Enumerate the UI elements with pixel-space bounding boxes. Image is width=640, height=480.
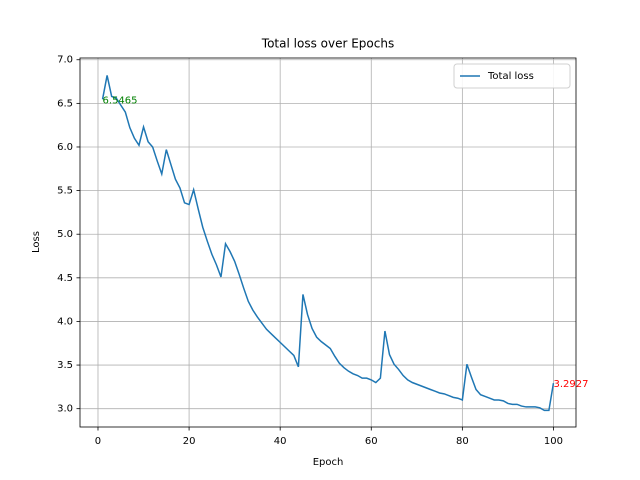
y-axis-label: Loss [31, 231, 42, 253]
x-tick-label: 80 [456, 436, 469, 447]
y-tick-label: 7.0 [57, 55, 73, 66]
line-series [101, 75, 555, 412]
y-tick-label: 4.0 [57, 316, 73, 327]
legend-box [453, 63, 571, 89]
x-tick-label: 40 [274, 436, 287, 447]
x-tick-label: 60 [365, 436, 378, 447]
y-tick-label: 3.5 [57, 360, 73, 371]
y-tick-label: 5.0 [57, 229, 73, 240]
x-tick-label: 20 [183, 436, 196, 447]
y-tick-label: 5.5 [57, 186, 73, 197]
chart-title: Total loss over Epochs [261, 37, 394, 51]
y-tick-label: 6.0 [57, 142, 73, 153]
y-tick-label: 6.5 [57, 98, 73, 109]
y-tick-label: 3.0 [57, 404, 73, 415]
x-axis-label: Epoch [313, 457, 344, 468]
axes-frame [79, 57, 577, 428]
y-tick-label: 4.5 [57, 273, 73, 284]
x-tick-label: 100 [544, 436, 563, 447]
x-tick-label: 0 [95, 436, 101, 447]
annotation: 3.2927 [553, 379, 588, 390]
legend-label: Total loss [487, 71, 534, 82]
annotation: 6.5465 [103, 95, 138, 106]
